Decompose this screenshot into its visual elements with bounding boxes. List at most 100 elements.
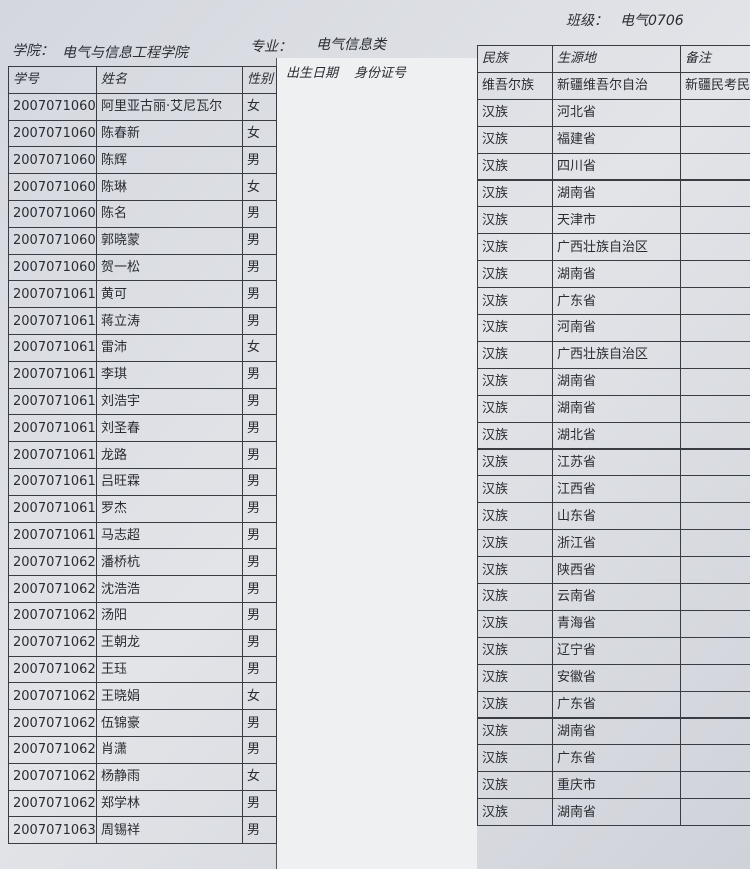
origin: 重庆市 (552, 771, 681, 800)
ethnicity: 汉族 (477, 583, 553, 611)
remark (680, 314, 750, 342)
gender: 男 (242, 200, 277, 228)
origin: 河南省 (552, 314, 681, 342)
remark: 新疆民考民 (680, 71, 750, 100)
ethnicity: 维吾尔族 (477, 71, 553, 100)
ethnicity: 汉族 (477, 717, 553, 746)
student-name: 沈浩浩 (96, 575, 243, 603)
student-id: 20070710623 (8, 628, 97, 657)
student-id: 20070710610 (8, 280, 97, 309)
student-name: 罗杰 (96, 494, 243, 523)
student-id: 20070710611 (8, 307, 97, 335)
ethnicity: 汉族 (477, 529, 553, 558)
student-name: 刘浩宇 (96, 387, 243, 416)
ethnicity: 汉族 (477, 260, 553, 289)
class-value: 电气0706 (620, 13, 684, 29)
remark (680, 448, 750, 477)
student-name: 雷沛 (96, 334, 243, 362)
gender: 男 (242, 548, 277, 577)
student-name: 贺一松 (96, 253, 243, 282)
student-id: 20070710603 (8, 146, 97, 175)
column-header: 学号 (8, 66, 97, 94)
gender: 男 (242, 575, 277, 603)
ethnicity: 汉族 (477, 314, 553, 342)
ethnicity: 汉族 (477, 798, 553, 827)
remark (680, 717, 750, 746)
gender: 男 (242, 736, 277, 764)
origin: 福建省 (552, 125, 681, 154)
remark (680, 609, 750, 638)
origin: 湖南省 (552, 179, 681, 208)
origin: 江苏省 (552, 448, 681, 477)
origin: 天津市 (552, 206, 681, 235)
student-name: 汤阳 (96, 602, 243, 630)
gender: 男 (242, 655, 277, 684)
gender: 男 (242, 602, 277, 630)
student-id: 20070710617 (8, 468, 97, 496)
column-header: 备注 (680, 45, 750, 73)
gender: 女 (242, 682, 277, 711)
ethnicity: 汉族 (477, 152, 553, 181)
student-name: 陈辉 (96, 146, 243, 175)
origin: 湖南省 (552, 798, 681, 827)
gender: 男 (242, 816, 277, 845)
student-name: 吕旺霖 (96, 468, 243, 496)
ethnicity: 汉族 (477, 609, 553, 638)
column-header: 姓名 (96, 66, 243, 94)
blank-columns (276, 58, 477, 869)
gender: 男 (242, 441, 277, 469)
gender: 女 (242, 119, 277, 148)
origin: 江西省 (552, 475, 681, 504)
gender: 男 (242, 789, 277, 818)
origin: 陕西省 (552, 556, 681, 584)
column-header: 生源地 (552, 45, 681, 73)
gender: 男 (242, 521, 277, 550)
ethnicity: 汉族 (477, 744, 553, 773)
student-id: 20070710618 (8, 494, 97, 523)
origin: 广东省 (552, 744, 681, 773)
student-name: 陈名 (96, 200, 243, 228)
origin: 湖南省 (552, 260, 681, 289)
remark (680, 233, 750, 262)
origin: 安徽省 (552, 663, 681, 692)
remark (680, 798, 750, 827)
gender: 男 (242, 414, 277, 443)
student-id: 20070710622 (8, 602, 97, 630)
gender: 男 (242, 146, 277, 175)
remark (680, 475, 750, 504)
ethnicity: 汉族 (477, 771, 553, 800)
remark (680, 206, 750, 235)
student-name: 蒋立涛 (96, 307, 243, 335)
remark (680, 771, 750, 800)
gender: 男 (242, 387, 277, 416)
student-id: 20070710624 (8, 655, 97, 684)
student-id: 20070710619 (8, 521, 97, 550)
origin: 广西壮族自治区 (552, 340, 681, 369)
student-id: 20070710614 (8, 387, 97, 416)
origin: 山东省 (552, 502, 681, 531)
ethnicity: 汉族 (477, 125, 553, 154)
ethnicity: 汉族 (477, 233, 553, 262)
student-name: 马志超 (96, 521, 243, 550)
student-name: 阿里亚古丽·艾尼瓦尔 (96, 92, 243, 121)
origin: 广东省 (552, 690, 681, 719)
remark (680, 340, 750, 369)
ethnicity: 汉族 (477, 448, 553, 477)
gender: 女 (242, 173, 277, 201)
student-id: 20070710629 (8, 789, 97, 818)
origin: 湖南省 (552, 717, 681, 746)
gender: 女 (242, 334, 277, 362)
gender: 男 (242, 494, 277, 523)
gender: 男 (242, 468, 277, 496)
student-name: 肖潇 (96, 736, 243, 764)
student-id: 20070710602 (8, 119, 97, 148)
student-id: 20070710621 (8, 575, 97, 603)
remark (680, 260, 750, 289)
remark (680, 367, 750, 396)
student-name: 郭晓蒙 (96, 226, 243, 255)
ethnicity: 汉族 (477, 421, 553, 450)
remark (680, 152, 750, 181)
origin: 新疆维吾尔自治 (552, 71, 681, 100)
ethnicity: 汉族 (477, 690, 553, 719)
